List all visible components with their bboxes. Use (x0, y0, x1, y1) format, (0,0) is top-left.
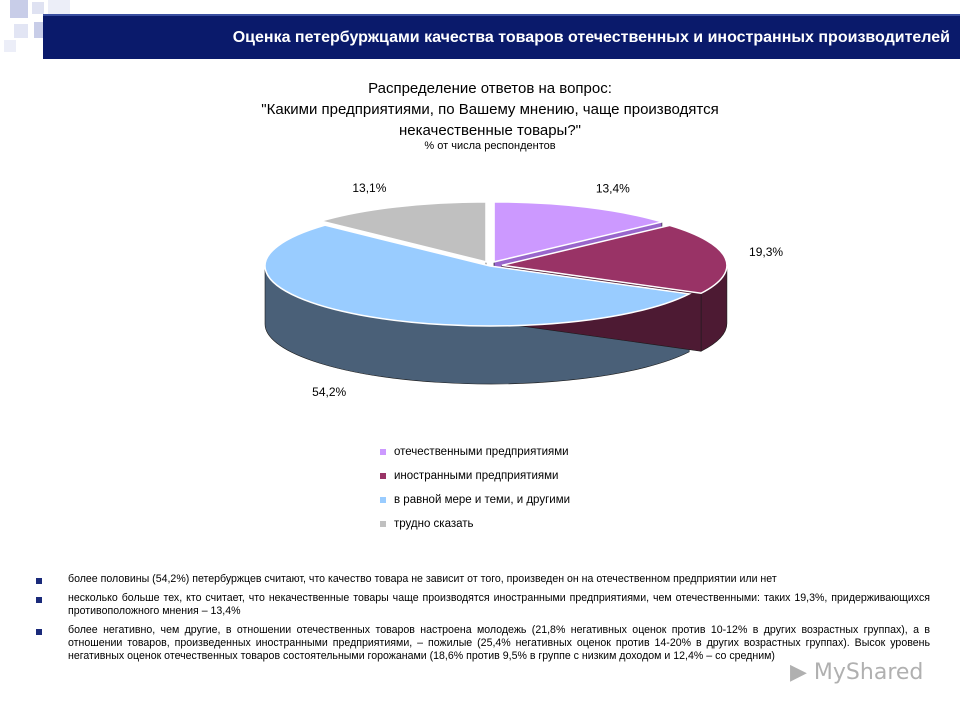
legend-label: трудно сказать (394, 518, 474, 530)
header-bar: Оценка петербуржцами качества товаров от… (43, 14, 960, 59)
bullet-icon (36, 578, 42, 584)
legend-label: иностранными предприятиями (394, 470, 559, 482)
legend-swatch (380, 473, 386, 479)
note-item: более половины (54,2%) петербуржцев счит… (32, 573, 930, 586)
legend-entry: в равной мере и теми, и другими (380, 488, 700, 512)
note-item: несколько больше тех, кто считает, что н… (32, 592, 930, 618)
chart-title-line: некачественные товары?" (398, 122, 582, 139)
note-text: более половины (54,2%) петербуржцев счит… (68, 573, 777, 585)
note-text: несколько больше тех, кто считает, что н… (68, 592, 930, 617)
legend-entry: отечественными предприятиями (380, 440, 700, 464)
watermark-text: MyShared (813, 660, 924, 685)
notes-list: более половины (54,2%) петербуржцев счит… (32, 573, 930, 669)
chart-legend: отечественными предприятиями иностранным… (380, 440, 700, 536)
data-label: 13,1% (352, 181, 386, 195)
chart-subtitle: % от числа респондентов (424, 140, 556, 152)
page-title: Оценка петербуржцами качества товаров от… (232, 29, 950, 46)
watermark: ▶ MyShared (790, 660, 923, 685)
legend-entry: иностранными предприятиями (380, 464, 700, 488)
data-label: 19,3% (749, 245, 783, 259)
legend-swatch (380, 521, 386, 527)
chart-title-line: "Какими предприятиями, по Вашему мнению,… (261, 101, 719, 118)
play-icon: ▶ (790, 660, 807, 685)
legend-label: в равной мере и теми, и другими (394, 494, 571, 506)
note-item: более негативно, чем другие, в отношении… (32, 624, 930, 663)
data-label: 13,4% (596, 182, 630, 196)
bullet-icon (36, 597, 42, 603)
legend-label: отечественными предприятиями (394, 446, 569, 458)
chart-title: Распределение ответов на вопрос: "Какими… (200, 78, 780, 141)
chart-title-line: Распределение ответов на вопрос: (368, 80, 612, 97)
bullet-icon (36, 629, 42, 635)
legend-entry: трудно сказать (380, 512, 700, 536)
pie-slice (318, 201, 487, 263)
note-text: более негативно, чем другие, в отношении… (68, 624, 930, 662)
data-label: 54,2% (312, 385, 346, 399)
pie-slice (264, 224, 692, 327)
pie-slice (501, 224, 728, 295)
legend-swatch (380, 497, 386, 503)
pie-slice (493, 201, 665, 263)
legend-swatch (380, 449, 386, 455)
